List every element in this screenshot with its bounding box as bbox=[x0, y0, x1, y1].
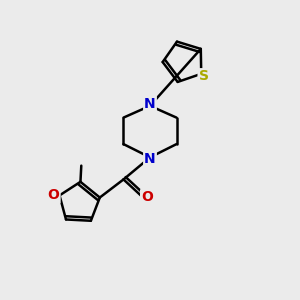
Text: N: N bbox=[144, 97, 156, 111]
Text: O: O bbox=[141, 190, 153, 204]
Text: S: S bbox=[199, 69, 208, 83]
Text: N: N bbox=[144, 152, 156, 167]
Text: O: O bbox=[48, 188, 60, 203]
